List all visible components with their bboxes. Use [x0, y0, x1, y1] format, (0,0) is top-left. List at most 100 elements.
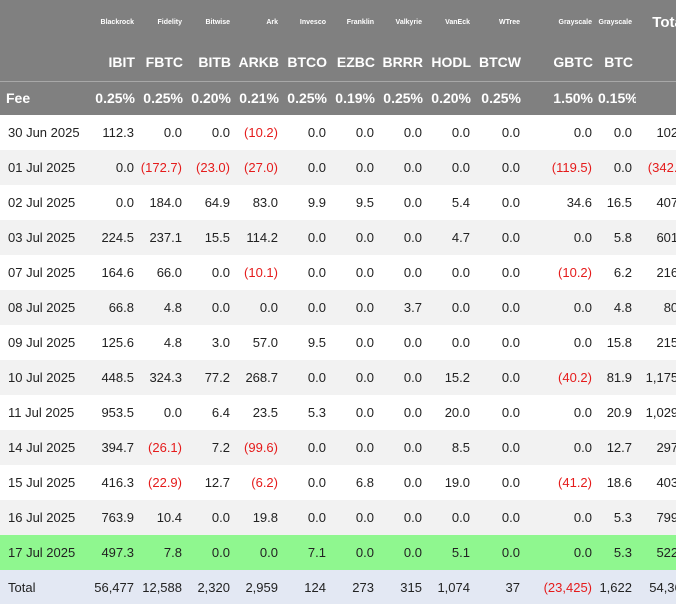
table-row: 15 Jul 2025 416.3 (22.9) 12.7 (6.2) 0.0 6.8 0.0…: [0, 465, 676, 500]
row-total: 407.8: [656, 195, 676, 210]
table-row: 11 Jul 2025 953.5 0.0 6.4 23.5 5.3 0.0 0.0 20.0 0…: [0, 395, 676, 430]
flow-cell: 0.0: [403, 160, 422, 175]
fee-total-cell: [636, 81, 676, 115]
row-total: 522.6: [656, 545, 676, 560]
flow-cell: 0.0: [355, 160, 374, 175]
table-row: 30 Jun 2025 112.3 0.0 0.0 (10.2) 0.0 0.0 0.0 0.0…: [0, 115, 676, 150]
flow-cell: 0.0: [307, 160, 326, 175]
issuer-header: Bitwise: [205, 18, 230, 26]
flow-cell: 0.0: [451, 160, 470, 175]
total-cell: 2,320: [197, 579, 230, 595]
fee-cell: 0.25%: [143, 90, 183, 107]
flow-cell: 0.0: [163, 405, 182, 420]
flow-cell: 5.3: [613, 545, 632, 560]
flow-cell: 10.4: [156, 510, 182, 525]
flow-cell: 0.0: [573, 405, 592, 420]
flow-cell: 0.0: [501, 195, 520, 210]
table-row: 03 Jul 2025 224.5 237.1 15.5 114.2 0.0 0.0 0.0 4…: [0, 220, 676, 255]
flow-cell: 66.8: [108, 300, 134, 315]
issuer-header: Ark: [266, 18, 278, 26]
fee-label: Fee: [6, 90, 31, 107]
total-cell: 56,477: [94, 579, 134, 595]
ticker-header: BTC: [604, 54, 633, 71]
flow-cell: 0.0: [355, 370, 374, 385]
flow-cell: 237.1: [149, 230, 182, 245]
table-row: 16 Jul 2025 763.9 10.4 0.0 19.8 0.0 0.0 0.0 0.0 0…: [0, 500, 676, 535]
total-cell: 1,622: [599, 579, 632, 595]
flow-cell: 77.2: [204, 370, 230, 385]
row-date: 16 Jul 2025: [8, 510, 76, 525]
fee-cell: 0.15%: [598, 90, 636, 107]
flow-cell: 83.0: [252, 195, 278, 210]
table-row: 09 Jul 2025 125.6 4.8 3.0 57.0 9.5 0.0 0.0 0.0 0.…: [0, 325, 676, 360]
flow-cell: 953.5: [101, 405, 134, 420]
flow-cell: (40.2): [558, 370, 592, 385]
flow-cell: 5.3: [307, 405, 326, 420]
flow-cell: 34.6: [566, 195, 592, 210]
total-cell: 12,588: [142, 579, 182, 595]
flow-cell: (172.7): [140, 160, 182, 175]
flow-cell: 15.5: [204, 230, 230, 245]
total-cell: 37: [505, 579, 520, 595]
flow-cell: 3.0: [211, 335, 230, 350]
flow-cell: 0.0: [307, 510, 326, 525]
total-cell: 273: [352, 579, 374, 595]
total-cell: 315: [400, 579, 422, 595]
fee-cell: 1.50%: [553, 90, 593, 107]
flow-cell: 6.4: [211, 405, 230, 420]
flow-cell: 4.7: [451, 230, 470, 245]
flow-cell: 0.0: [501, 160, 520, 175]
flow-cell: (10.1): [244, 265, 278, 280]
flow-cell: 0.0: [307, 230, 326, 245]
flow-cell: 0.0: [501, 230, 520, 245]
row-total: 102.1: [656, 125, 676, 140]
flow-cell: 9.5: [355, 195, 374, 210]
flow-cell: 18.6: [606, 475, 632, 490]
flow-cell: 0.0: [211, 265, 230, 280]
flow-cell: (41.2): [558, 475, 592, 490]
flow-cell: 0.0: [451, 125, 470, 140]
issuer-header: Grayscale: [598, 18, 632, 26]
fee-cell: 0.19%: [335, 90, 375, 107]
flow-cell: 0.0: [211, 510, 230, 525]
ticker-header: BTCO: [287, 54, 327, 71]
fee-cell: 0.25%: [287, 90, 327, 107]
issuer-header: VanEck: [445, 18, 470, 26]
flow-cell: 0.0: [211, 545, 230, 560]
flow-cell: 0.0: [307, 300, 326, 315]
flow-cell: 3.7: [403, 300, 422, 315]
flow-cell: 5.3: [613, 510, 632, 525]
flow-cell: 4.8: [163, 335, 182, 350]
issuer-header: Invesco: [299, 18, 326, 26]
flow-cell: 0.0: [501, 440, 520, 455]
flow-cell: 268.7: [245, 370, 278, 385]
flow-cell: 394.7: [101, 440, 134, 455]
flow-cell: 0.0: [403, 125, 422, 140]
issuer-header: Blackrock: [100, 18, 134, 26]
flow-cell: 0.0: [451, 335, 470, 350]
ticker-total-cell: [636, 44, 676, 81]
flow-cell: 164.6: [101, 265, 134, 280]
ticker-header: BTCW: [479, 54, 521, 71]
total-cell: 124: [304, 579, 326, 595]
ticker-header: HODL: [431, 54, 471, 71]
flow-cell: 0.0: [403, 265, 422, 280]
flow-cell: 19.0: [444, 475, 470, 490]
table-row: 10 Jul 2025 448.5 324.3 77.2 268.7 0.0 0.0 0.0 1…: [0, 360, 676, 395]
issuer-header: WTree: [498, 18, 520, 26]
total-cell: 1,074: [437, 579, 470, 595]
flow-cell: (10.2): [244, 125, 278, 140]
row-date: 14 Jul 2025: [8, 440, 76, 455]
flow-cell: 0.0: [403, 510, 422, 525]
flow-cell: 15.8: [606, 335, 632, 350]
row-date: 08 Jul 2025: [8, 300, 76, 315]
fee-cell: 0.21%: [239, 90, 279, 107]
flow-cell: (6.2): [251, 475, 278, 490]
issuer-header: Valkyrie: [395, 18, 422, 26]
fee-cell: 0.25%: [95, 90, 135, 107]
corner-cell: [0, 0, 90, 44]
ticker-header-row: IBIT FBTC BITB ARKB BTCO EZBC BRRR HODL …: [0, 44, 676, 81]
table-row: 01 Jul 2025 0.0 (172.7) (23.0) (27.0) 0.0 0.0 0…: [0, 150, 676, 185]
flow-cell: 112.3: [102, 125, 134, 140]
flow-cell: 15.2: [444, 370, 470, 385]
